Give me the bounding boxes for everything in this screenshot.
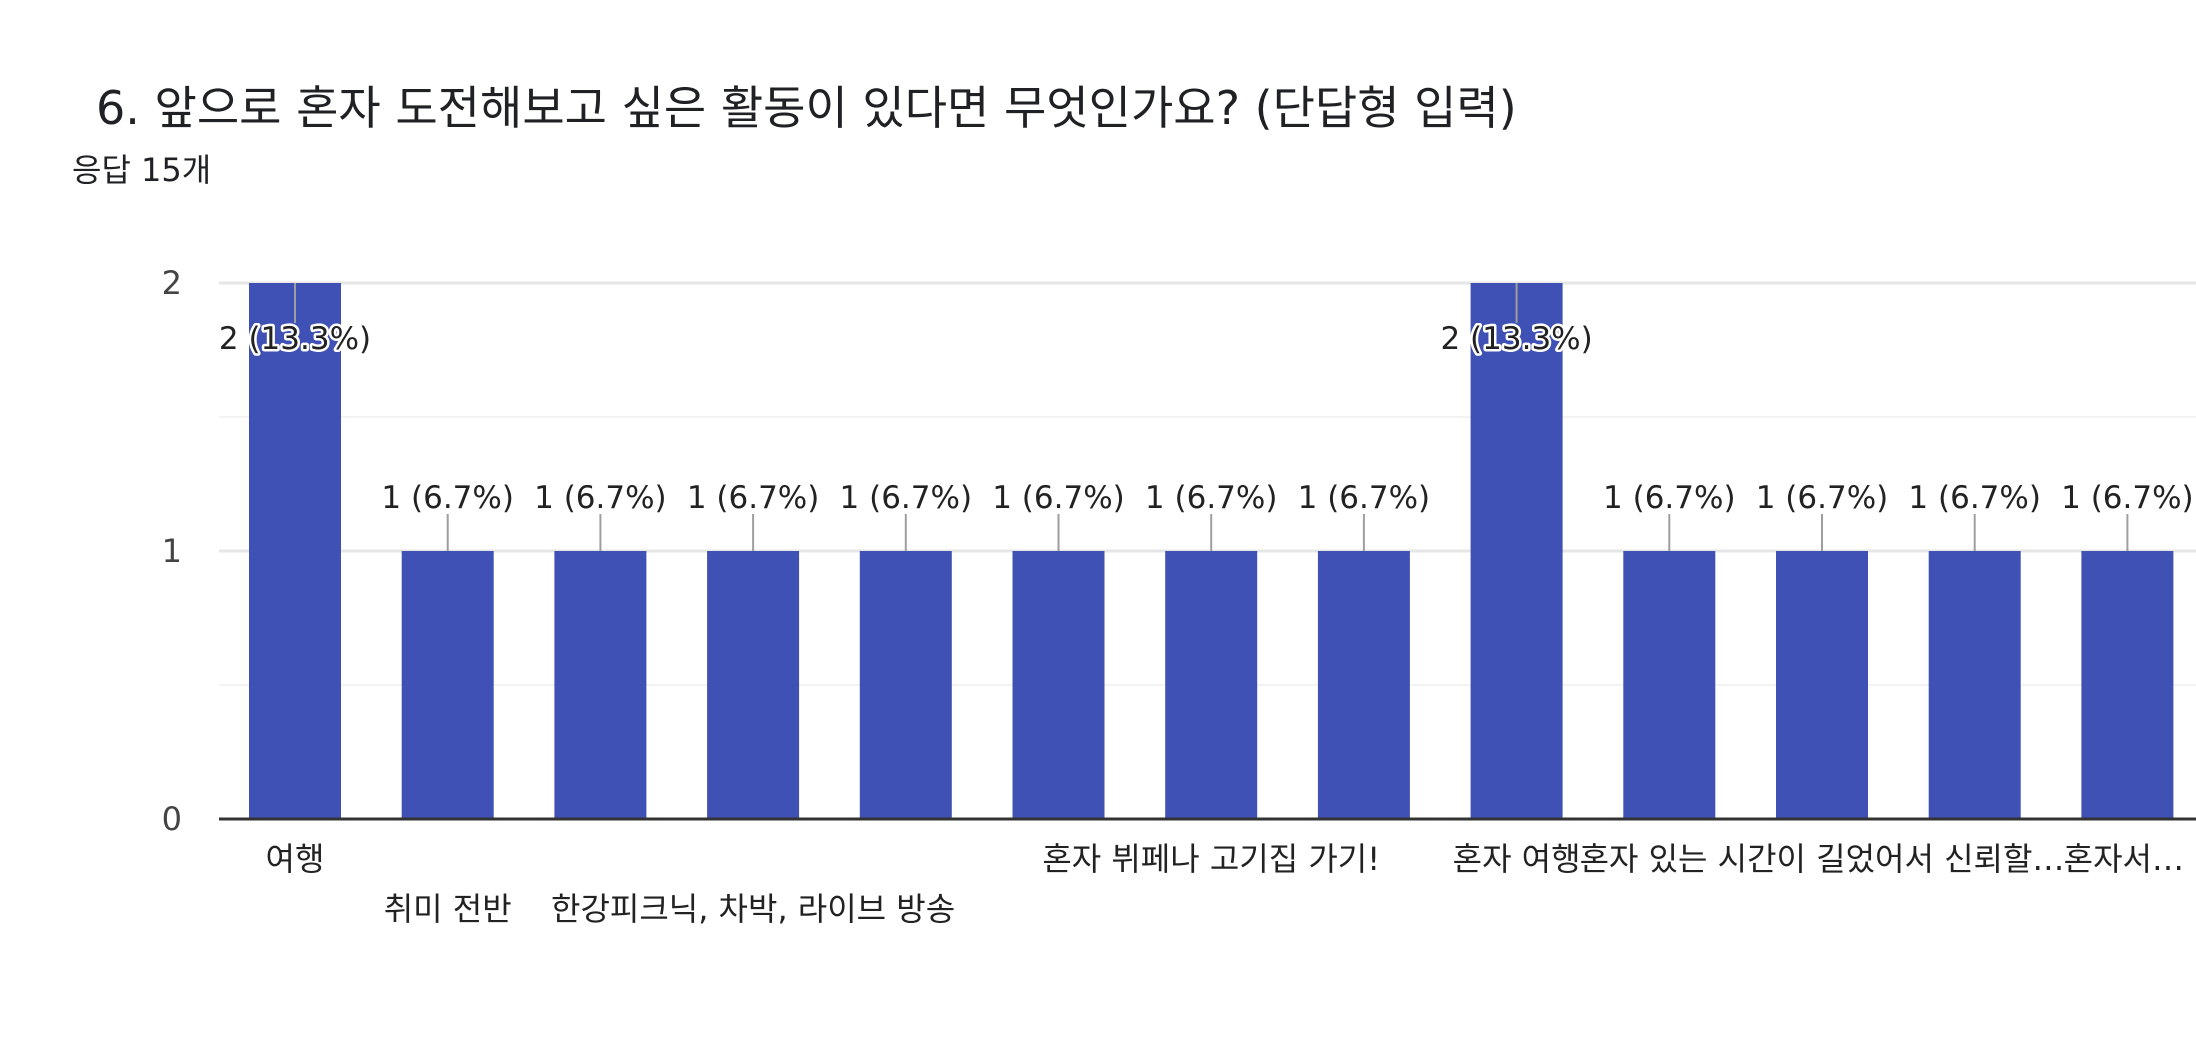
data-label: 1 (6.7%) bbox=[381, 480, 514, 516]
category-label: 취미 전반 bbox=[384, 890, 512, 928]
bar bbox=[1317, 551, 1410, 819]
response-count: 응답 15개 bbox=[72, 151, 212, 189]
bar bbox=[1165, 551, 1258, 819]
category-label: 혼자 있는 시간이 길었어서 신뢰할… bbox=[1580, 840, 2065, 878]
data-label: 1 (6.7%) bbox=[2061, 480, 2194, 516]
data-label: 1 (6.7%) bbox=[1908, 480, 2041, 516]
category-label: 혼자서… bbox=[2064, 840, 2184, 878]
bar bbox=[1012, 551, 1105, 819]
bar bbox=[1470, 283, 1563, 819]
data-label: 2 (13.3%) bbox=[219, 321, 371, 357]
data-label: 1 (6.7%) bbox=[1756, 480, 1889, 516]
data-label: 1 (6.7%) bbox=[840, 480, 973, 516]
bar bbox=[401, 551, 494, 819]
category-label: 한강피크닉, 차박, 라이브 방송 bbox=[551, 890, 955, 928]
data-labels: 2 (13.3%) 1 (6.7%) 1 (6.7%) 1 (6.7%) 1 (6.7%… bbox=[216, 283, 2194, 551]
category-label: 혼자 여행 bbox=[1453, 840, 1581, 878]
bar bbox=[554, 551, 647, 819]
data-label: 2 (13.3%) bbox=[1440, 321, 1592, 357]
bar bbox=[707, 551, 800, 819]
y-tick-label: 1 bbox=[162, 532, 182, 570]
bars bbox=[249, 283, 2174, 819]
axes: 0 1 2 bbox=[162, 264, 2196, 838]
question-title: 6. 앞으로 혼자 도전해보고 싶은 활동이 있다면 무엇인가요? (단답형 입… bbox=[96, 81, 1517, 135]
category-label: 여행 bbox=[266, 840, 325, 878]
data-label: 1 (6.7%) bbox=[687, 480, 820, 516]
data-label: 1 (6.7%) bbox=[1145, 480, 1278, 516]
bar bbox=[859, 551, 952, 819]
y-tick-label: 0 bbox=[162, 800, 182, 838]
bar bbox=[2081, 551, 2174, 819]
bar bbox=[249, 283, 341, 819]
bar bbox=[1776, 551, 1868, 819]
y-tick-label: 2 bbox=[162, 264, 182, 302]
data-label: 1 (6.7%) bbox=[1603, 480, 1736, 516]
category-label: 혼자 뷔페나 고기집 가기! bbox=[1042, 840, 1380, 878]
bar bbox=[1623, 551, 1716, 819]
data-label: 1 (6.7%) bbox=[992, 480, 1125, 516]
data-label: 1 (6.7%) bbox=[1298, 480, 1431, 516]
bar bbox=[1928, 551, 2021, 819]
data-label: 1 (6.7%) bbox=[534, 480, 667, 516]
